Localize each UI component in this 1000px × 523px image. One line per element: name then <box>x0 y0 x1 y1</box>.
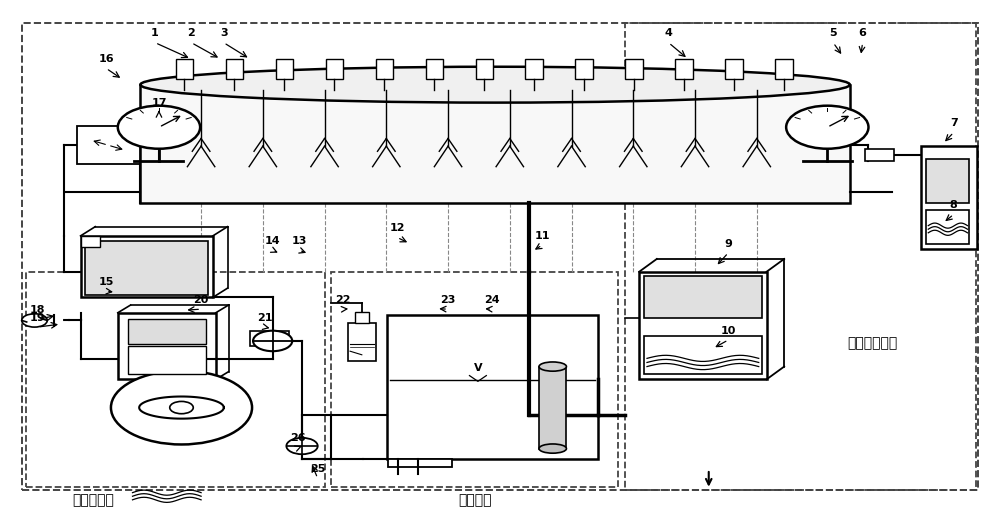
Text: 19: 19 <box>30 313 45 323</box>
Bar <box>775 59 793 78</box>
Text: 10: 10 <box>721 326 736 336</box>
Bar <box>355 312 369 323</box>
Text: 12: 12 <box>389 223 405 233</box>
Bar <box>85 241 208 295</box>
Text: 20: 20 <box>193 295 209 305</box>
Bar <box>140 85 850 202</box>
Circle shape <box>286 438 318 454</box>
Text: 2: 2 <box>187 28 195 38</box>
Circle shape <box>118 106 200 149</box>
Text: 24: 24 <box>484 295 500 305</box>
Bar <box>625 23 976 490</box>
Circle shape <box>170 402 193 414</box>
Text: 22: 22 <box>335 295 351 305</box>
Text: 3: 3 <box>220 28 227 38</box>
Text: 21: 21 <box>257 313 273 323</box>
Text: 13: 13 <box>291 236 307 246</box>
Text: 8: 8 <box>950 200 958 210</box>
Text: 16: 16 <box>98 54 114 64</box>
Bar <box>926 159 969 202</box>
Ellipse shape <box>539 444 566 453</box>
Bar <box>725 59 743 78</box>
Text: 11: 11 <box>534 231 550 241</box>
Text: 26: 26 <box>290 434 306 444</box>
Bar <box>326 59 343 78</box>
Bar <box>639 272 767 379</box>
Text: 18: 18 <box>30 305 45 315</box>
Text: 选样单元: 选样单元 <box>459 493 492 507</box>
Ellipse shape <box>140 67 850 103</box>
Bar <box>525 59 543 78</box>
Bar <box>675 59 693 78</box>
Bar <box>625 59 643 78</box>
Bar <box>81 236 213 298</box>
Text: 9: 9 <box>724 238 732 248</box>
Text: 14: 14 <box>265 236 280 246</box>
Text: 砂筒测试单元: 砂筒测试单元 <box>847 336 898 350</box>
Bar <box>77 126 140 164</box>
Circle shape <box>22 314 47 327</box>
Bar <box>376 59 393 78</box>
Text: 1: 1 <box>151 28 159 38</box>
Text: 5: 5 <box>829 28 837 38</box>
Bar <box>539 367 566 449</box>
Bar <box>118 313 216 379</box>
Bar <box>276 59 293 78</box>
Text: 17: 17 <box>151 98 167 108</box>
Text: 7: 7 <box>950 118 958 128</box>
Text: 23: 23 <box>440 295 456 305</box>
Text: 筛处理单元: 筛处理单元 <box>72 493 114 507</box>
Bar <box>176 59 193 78</box>
Bar <box>476 59 493 78</box>
Circle shape <box>111 371 252 445</box>
Ellipse shape <box>539 362 566 371</box>
Text: 25: 25 <box>310 464 325 474</box>
Bar <box>426 59 443 78</box>
Bar <box>926 210 969 244</box>
Bar <box>128 346 206 374</box>
Bar <box>575 59 593 78</box>
Bar <box>81 236 100 247</box>
Text: V: V <box>474 363 482 373</box>
Bar <box>387 315 598 459</box>
Bar <box>226 59 243 78</box>
Bar <box>865 149 894 161</box>
Text: 6: 6 <box>859 28 867 38</box>
Bar <box>921 146 977 248</box>
Bar <box>26 272 325 487</box>
Bar <box>331 272 618 487</box>
Bar <box>644 276 762 318</box>
Bar <box>348 323 376 361</box>
Bar <box>250 331 289 346</box>
Bar <box>644 336 762 374</box>
Bar <box>388 459 452 467</box>
Bar <box>128 319 206 344</box>
Circle shape <box>786 106 868 149</box>
Text: 15: 15 <box>98 277 114 287</box>
Circle shape <box>253 331 292 351</box>
Text: 4: 4 <box>665 28 672 38</box>
